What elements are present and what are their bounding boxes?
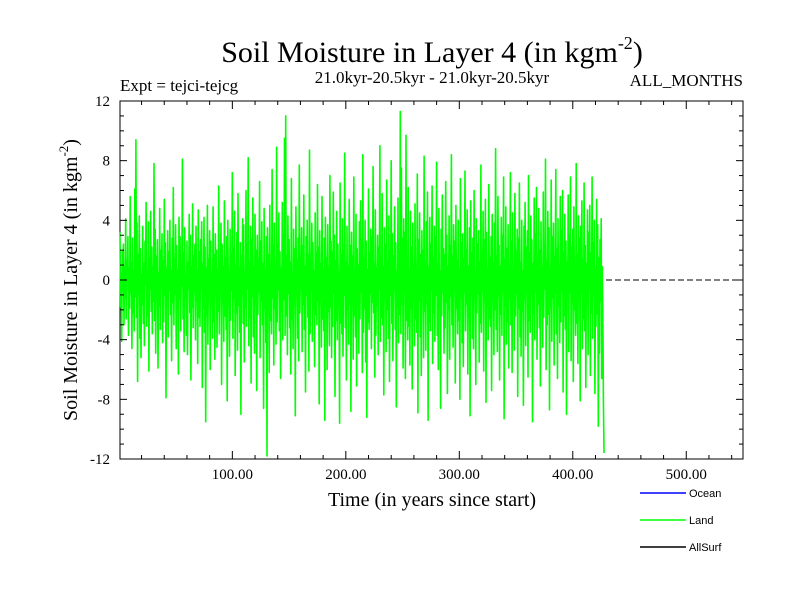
x-axis-ticks: 100.00 200.00 300.00 400.00 500.00 [141,101,733,483]
legend-label-ocean: Ocean [689,488,721,500]
x-tick-label: 500.00 [666,467,707,483]
legend-label-allsurf: AllSurf [689,542,722,554]
y-tick-label: 0 [103,273,111,289]
x-tick-label: 100.00 [212,467,253,483]
period-label: 21.0kyr-20.5kyr - 21.0kyr-20.5kyr [315,68,550,87]
experiment-label: Expt = tejci-tejcg [120,76,239,95]
chart-title: Soil Moisture in Layer 4 (in kgm-2) [221,33,643,69]
y-tick-label: 8 [103,154,111,170]
x-tick-label: 300.00 [439,467,480,483]
y-tick-label: -4 [98,333,111,349]
y-tick-label: -12 [90,452,110,468]
y-tick-label: 4 [103,213,111,229]
y-tick-label: -8 [98,392,111,408]
y-axis-ticks: 12 8 4 0 -4 -8 -12 [90,94,743,468]
months-label: ALL_MONTHS [630,71,743,90]
legend: Ocean Land AllSurf [640,488,722,554]
x-tick-label: 200.00 [325,467,366,483]
y-tick-label: 12 [95,94,110,110]
y-axis-label: Soil Moisture in Layer 4 (in kgm-2) [56,139,82,421]
series-line-land [119,110,605,457]
x-tick-label: 400.00 [552,467,593,483]
x-axis-label: Time (in years since start) [328,489,536,511]
legend-label-land: Land [689,515,713,527]
